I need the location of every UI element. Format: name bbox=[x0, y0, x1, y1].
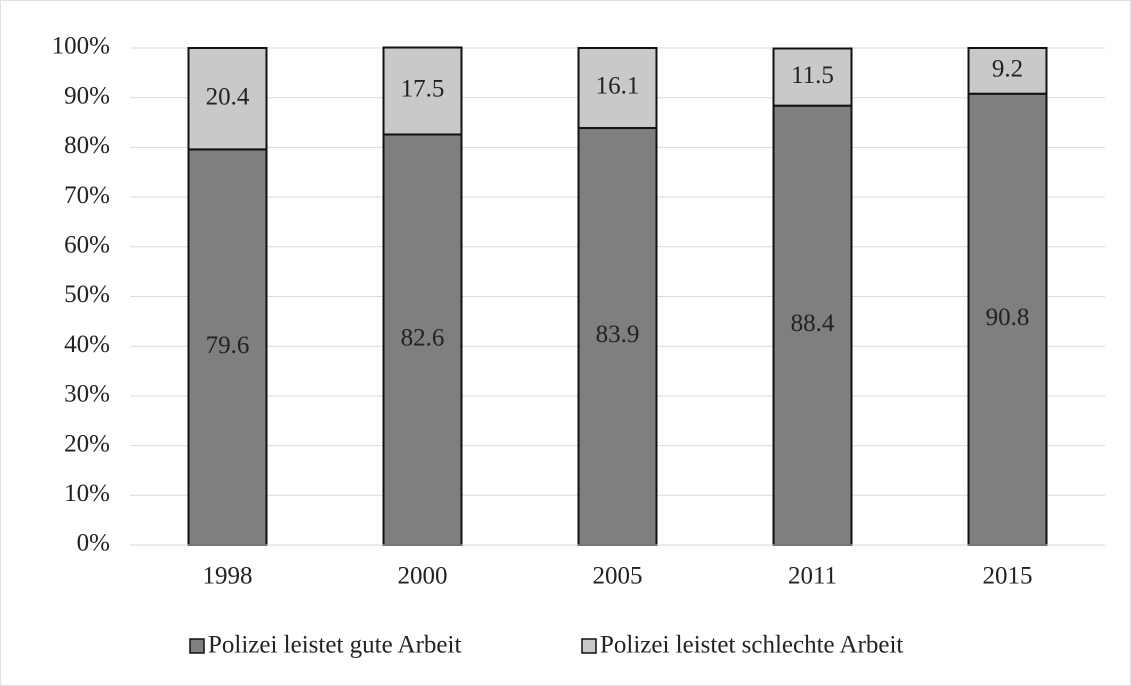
y-tick-label: 100% bbox=[52, 33, 110, 60]
y-tick-label: 50% bbox=[64, 281, 110, 308]
x-tick-label: 2015 bbox=[983, 563, 1033, 590]
data-label: 88.4 bbox=[791, 310, 835, 337]
bar-segment bbox=[967, 47, 1048, 95]
bar-segment bbox=[187, 148, 268, 546]
y-tick-label: 60% bbox=[64, 232, 110, 259]
data-label: 90.8 bbox=[986, 304, 1030, 331]
x-tick-label: 2005 bbox=[593, 563, 643, 590]
data-label: 82.6 bbox=[401, 324, 445, 351]
data-label: 11.5 bbox=[791, 62, 834, 89]
y-tick-label: 30% bbox=[64, 381, 110, 408]
y-tick-label: 40% bbox=[64, 331, 110, 358]
y-tick-label: 80% bbox=[64, 132, 110, 159]
legend-label: Polizei leistet gute Arbeit bbox=[208, 632, 461, 659]
x-tick-label: 2011 bbox=[788, 563, 837, 590]
x-tick-label: 1998 bbox=[203, 563, 253, 590]
bar-segment bbox=[187, 47, 268, 151]
y-tick-label: 70% bbox=[64, 182, 110, 209]
data-label: 9.2 bbox=[992, 56, 1023, 83]
data-label: 83.9 bbox=[596, 321, 640, 348]
bar-segment bbox=[967, 92, 1048, 546]
legend-swatch bbox=[189, 638, 205, 654]
bar-segment bbox=[382, 133, 463, 546]
legend-label: Polizei leistet schlechte Arbeit bbox=[600, 632, 903, 659]
data-label: 17.5 bbox=[401, 76, 445, 103]
y-tick-label: 20% bbox=[64, 430, 110, 457]
x-tick-label: 2000 bbox=[398, 563, 448, 590]
bar-segment bbox=[382, 46, 463, 136]
data-label: 20.4 bbox=[206, 83, 250, 110]
y-tick-label: 10% bbox=[64, 480, 110, 507]
y-tick-label: 0% bbox=[77, 530, 110, 557]
bar-segment bbox=[577, 47, 658, 130]
bar-segment bbox=[577, 127, 658, 546]
y-tick-label: 90% bbox=[64, 82, 110, 109]
legend-swatch bbox=[581, 638, 597, 654]
data-label: 16.1 bbox=[596, 73, 640, 100]
data-label: 79.6 bbox=[206, 332, 250, 359]
bar-segment bbox=[772, 47, 853, 107]
